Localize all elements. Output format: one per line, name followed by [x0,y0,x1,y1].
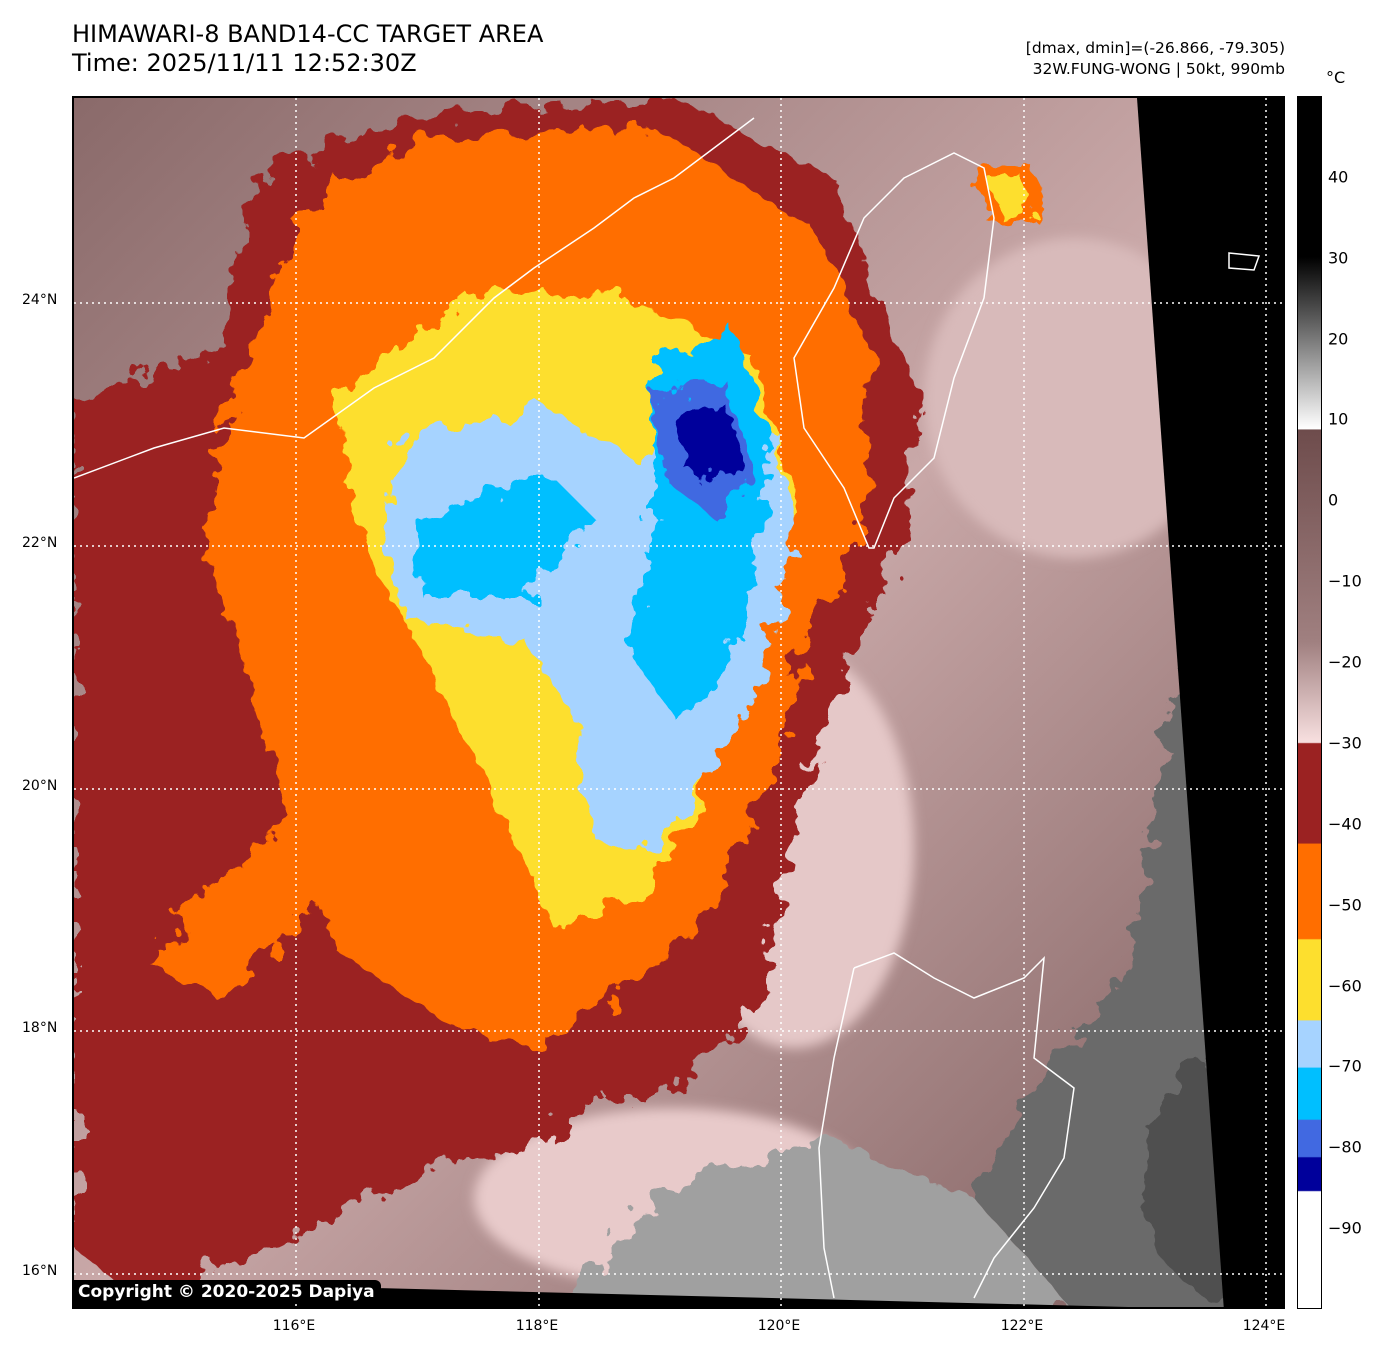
colorbar-tick: −40 [1328,814,1362,834]
colorbar-tick: −20 [1328,652,1362,672]
time-text: Time: 2025/11/11 12:52:30Z [72,49,417,77]
graticule [74,98,1283,1307]
colorbar-tick: −30 [1328,733,1362,753]
satellite-map [72,96,1285,1309]
storm-info: [dmax, dmin]=(-26.866, -79.305) 32W.FUNG… [1026,38,1285,80]
colorbar-tick: 10 [1328,409,1349,429]
lat-label-22n: 22°N [22,535,58,551]
storm-text: 32W.FUNG-WONG | 50kt, 990mb [1032,60,1285,78]
lon-label-120e: 120°E [757,1318,801,1334]
colorbar-tick: −80 [1328,1137,1362,1157]
range-text: [dmax, dmin]=(-26.866, -79.305) [1025,39,1285,57]
lat-label-16n: 16°N [22,1263,58,1279]
lon-label-124e: 124°E [1242,1318,1286,1334]
colorbar-unit: °C [1326,68,1346,87]
colorbar-tick: −90 [1328,1218,1362,1238]
convective-cloud [74,98,1044,1298]
lat-label-20n: 20°N [22,778,58,794]
colorbar-tick: 0 [1328,490,1339,510]
coastlines [74,117,1261,1299]
lon-label-116e: 116°E [272,1318,316,1334]
colorbar-tick: −70 [1328,1056,1362,1076]
satellite-imagery [74,98,1283,1307]
lon-label-118e: 118°E [515,1318,559,1334]
colorbar-tick: −10 [1328,571,1362,591]
colorbar-tick: 40 [1328,167,1349,187]
colorbar-tick: −50 [1328,895,1362,915]
chart-title: HIMAWARI-8 BAND14-CC TARGET AREA Time: 2… [72,20,543,78]
lat-label-24n: 24°N [22,292,58,308]
colorbar [1297,96,1322,1309]
lat-label-18n: 18°N [22,1020,58,1036]
lon-label-122e: 122°E [1000,1318,1044,1334]
colorbar-tick: 30 [1328,248,1349,268]
title-text: HIMAWARI-8 BAND14-CC TARGET AREA [72,20,544,48]
colorbar-tick: −60 [1328,976,1362,996]
copyright-label: Copyright © 2020-2025 Dapiya [72,1280,381,1304]
space-region [1137,98,1283,1307]
colorbar-tick: 20 [1328,329,1349,349]
